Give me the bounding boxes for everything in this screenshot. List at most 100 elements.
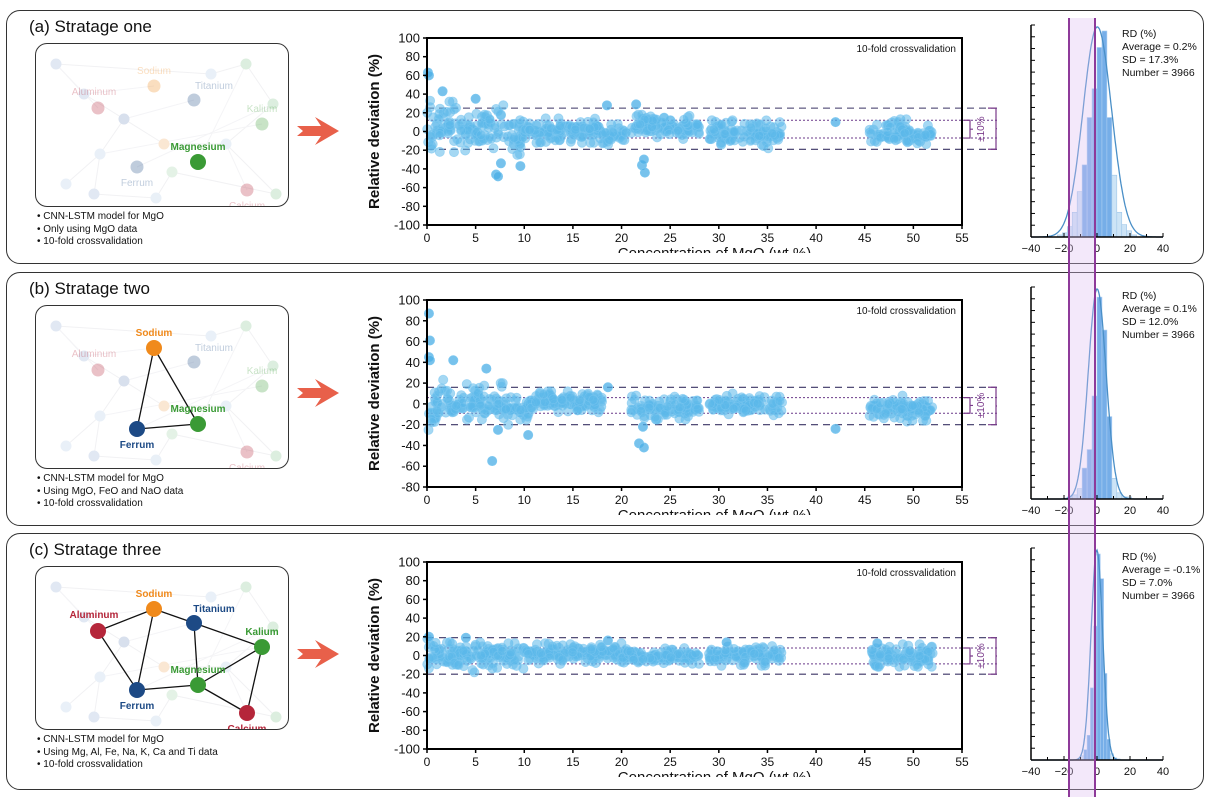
node-sodium: Sodium [137, 66, 171, 93]
x-tick-label: 0 [1094, 243, 1100, 255]
data-point [740, 405, 751, 416]
data-point [920, 130, 931, 141]
node-calcium: Calcium [229, 445, 265, 468]
data-point [426, 143, 437, 154]
node-label: Aluminum [72, 349, 116, 360]
data-point [461, 379, 472, 390]
x-tick-label: 45 [858, 231, 872, 245]
mesh-edge [225, 666, 277, 718]
x-tick-label: 5 [472, 493, 479, 507]
arrow-shape [297, 640, 339, 668]
node-circle [129, 682, 145, 698]
node-circle [130, 160, 144, 174]
x-tick-label: 40 [809, 493, 823, 507]
data-point [692, 404, 703, 415]
y-tick-label: 20 [406, 629, 420, 644]
node-label: Kalium [247, 104, 278, 115]
element-network: Aluminum Sodium Titanium Kalium Magnesium Fer… [50, 58, 282, 206]
x-tick-label: 20 [1124, 505, 1136, 517]
crossvalidation-annotation: 10-fold crossvalidation [857, 44, 957, 55]
data-point [922, 120, 933, 131]
data-point [665, 652, 676, 663]
mesh-edge [136, 103, 274, 168]
data-point [899, 128, 910, 139]
data-point [708, 124, 719, 135]
node-circle [146, 601, 162, 617]
mesh-edge [225, 103, 274, 145]
data-point [555, 121, 566, 132]
data-point [538, 389, 549, 400]
y-tick-label: -100 [394, 742, 420, 757]
mesh-node [88, 188, 100, 200]
data-point [889, 133, 900, 144]
mesh-node [267, 360, 279, 372]
node-sodium: Sodium [136, 328, 172, 356]
network-edge [153, 347, 199, 425]
mesh-node [94, 410, 106, 422]
mesh-edge [171, 433, 277, 457]
histogram-bar [1086, 734, 1091, 761]
node-kalium: Kalium [247, 366, 278, 393]
mesh-node [166, 428, 178, 440]
mesh-node [50, 320, 62, 332]
data-point-outlier [721, 637, 732, 648]
node-circle [129, 421, 145, 437]
mesh-node [158, 400, 170, 412]
data-point [625, 646, 636, 657]
y-tick-label: 80 [406, 49, 420, 64]
mesh-edge [99, 641, 125, 678]
data-point [570, 124, 581, 135]
data-point [729, 135, 740, 146]
note-item: CNN-LSTM model for MgO [37, 473, 183, 486]
data-point-outlier [487, 456, 498, 467]
arrow-shape [297, 379, 339, 407]
mesh-node [158, 661, 170, 673]
mesh-edge [225, 405, 248, 453]
y-tick-label: -40 [401, 438, 420, 453]
mesh-edge [83, 93, 125, 120]
network-edge [136, 347, 155, 430]
mesh-edge [93, 193, 157, 199]
data-point [690, 648, 701, 659]
stats-average: Average = 0.2% [1122, 41, 1197, 53]
y-tick-label: -100 [394, 218, 420, 233]
mesh-edge [99, 385, 263, 417]
data-point [907, 400, 918, 411]
data-point [444, 120, 455, 131]
mesh-node [205, 591, 217, 603]
data-point [572, 405, 583, 416]
histogram-bar [1076, 191, 1083, 238]
histogram-bar [1081, 164, 1088, 238]
mesh-node [240, 58, 252, 70]
data-point [904, 645, 915, 656]
data-point [914, 650, 925, 661]
x-tick-label: 0 [424, 493, 431, 507]
data-point [921, 415, 932, 426]
data-point [704, 134, 715, 145]
stats-number: Number = 3966 [1122, 67, 1195, 79]
histogram-bar [1091, 88, 1098, 238]
mesh-edge [83, 347, 155, 357]
y-tick-label: 40 [406, 355, 420, 370]
data-point [574, 395, 585, 406]
mesh-edge [225, 666, 248, 714]
node-label: Ferrum [120, 701, 155, 712]
mesh-node [205, 330, 217, 342]
node-titanium: Titanium [187, 343, 233, 369]
data-point [763, 143, 774, 154]
y-axis-label: Relative deviation (%) [366, 316, 383, 471]
y-tick-label: 20 [406, 105, 420, 120]
data-point [431, 659, 442, 670]
mesh-edge [83, 608, 155, 618]
node-circle [91, 363, 105, 377]
panel-title: (b) Stratage two [29, 279, 150, 298]
x-tick-label: 0 [1094, 505, 1100, 517]
data-point [715, 138, 726, 149]
node-label: Kalium [247, 366, 278, 377]
y-tick-label: -20 [401, 417, 420, 432]
data-point [495, 378, 506, 389]
histogram-bar [1090, 687, 1095, 761]
network-edge [97, 608, 155, 632]
data-point [476, 130, 487, 141]
model-notes: CNN-LSTM model for MgOOnly using MgO dat… [37, 211, 164, 249]
